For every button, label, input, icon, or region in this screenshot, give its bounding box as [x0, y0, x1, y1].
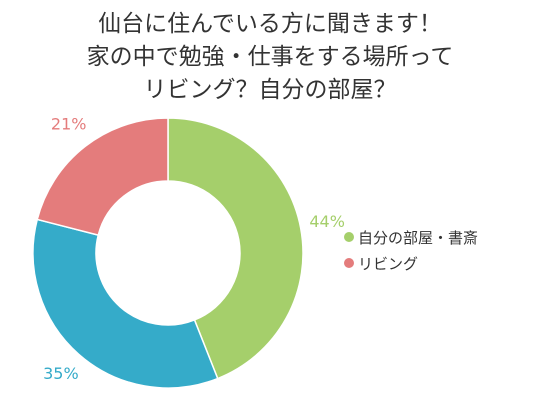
legend-swatch-living — [344, 258, 354, 268]
donut-slices — [32, 117, 304, 389]
pct-label-unlabeled: 35% — [43, 364, 79, 383]
pct-label-living: 21% — [51, 114, 87, 133]
legend: 自分の部屋・書斎 リビング — [344, 227, 478, 279]
legend-label-own-room: 自分の部屋・書斎 — [358, 228, 479, 247]
legend-item-living: リビング — [344, 253, 478, 273]
chart-title-line-1: 仙台に住んでいる方に聞きます！ — [98, 11, 442, 37]
slice-own-room — [167, 117, 304, 380]
pct-label-own-room: 44% — [309, 212, 345, 231]
percentage-labels: 44% 35% 21% — [43, 114, 345, 383]
chart-title-line-2: 家の中で勉強・仕事をする場所って — [86, 44, 454, 70]
chart-title-line-3: リビング？自分の部屋？ — [143, 77, 397, 103]
legend-item-own-room: 自分の部屋・書斎 — [344, 227, 478, 247]
slice-living — [36, 117, 169, 237]
legend-label-living: リビング — [358, 254, 419, 273]
chart-title: 仙台に住んでいる方に聞きます！ 家の中で勉強・仕事をする場所って リビング？自分… — [0, 8, 540, 107]
legend-swatch-own-room — [344, 232, 354, 242]
slice-unlabeled — [32, 218, 219, 389]
